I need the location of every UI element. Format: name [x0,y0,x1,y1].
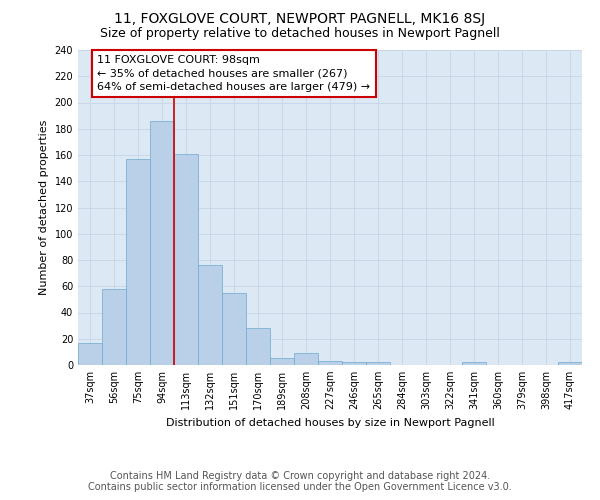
Bar [174,154,198,365]
X-axis label: Distribution of detached houses by size in Newport Pagnell: Distribution of detached houses by size … [166,418,494,428]
Text: Contains HM Land Registry data © Crown copyright and database right 2024.
Contai: Contains HM Land Registry data © Crown c… [88,471,512,492]
Bar [366,362,390,365]
Bar [462,362,486,365]
Bar [270,358,294,365]
Text: 11, FOXGLOVE COURT, NEWPORT PAGNELL, MK16 8SJ: 11, FOXGLOVE COURT, NEWPORT PAGNELL, MK1… [115,12,485,26]
Text: Size of property relative to detached houses in Newport Pagnell: Size of property relative to detached ho… [100,28,500,40]
Bar [318,361,342,365]
Bar [198,265,222,365]
Bar [558,362,582,365]
Bar [222,293,246,365]
Bar [150,121,174,365]
Bar [342,362,366,365]
Bar [294,353,318,365]
Bar [78,342,102,365]
Bar [126,159,150,365]
Bar [102,289,126,365]
Y-axis label: Number of detached properties: Number of detached properties [39,120,49,295]
Bar [246,328,270,365]
Text: 11 FOXGLOVE COURT: 98sqm
← 35% of detached houses are smaller (267)
64% of semi-: 11 FOXGLOVE COURT: 98sqm ← 35% of detach… [97,55,370,92]
